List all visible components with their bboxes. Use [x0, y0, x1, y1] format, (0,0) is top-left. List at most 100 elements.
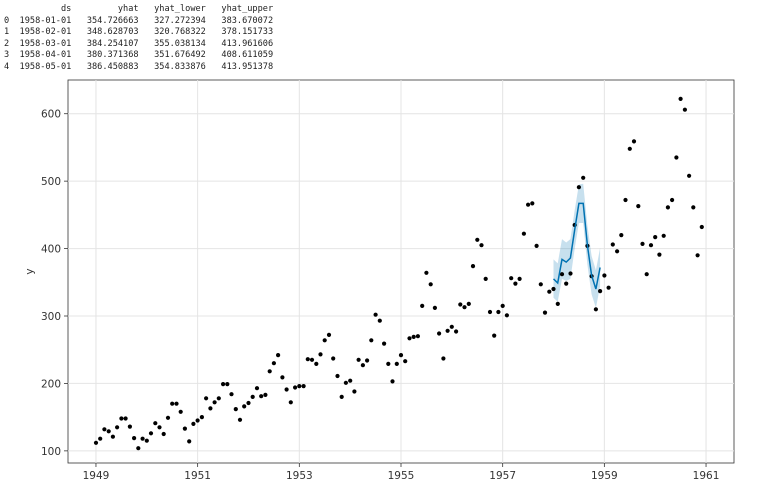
- data-point: [165, 415, 171, 420]
- data-point: [237, 417, 243, 422]
- data-point: [674, 155, 679, 160]
- forecast-line: [552, 202, 601, 290]
- data-point: [93, 440, 99, 445]
- row-index: 3: [4, 50, 10, 61]
- data-point: [373, 312, 378, 317]
- data-point: [309, 357, 315, 362]
- row-index: 0: [4, 15, 10, 26]
- data-point: [542, 310, 548, 315]
- table-row: 1 1958-02-01 348.628703 320.768322 378.1…: [4, 27, 273, 39]
- data-point: [242, 404, 247, 409]
- data-point: [699, 224, 704, 230]
- data-point: [343, 380, 348, 385]
- data-point: [509, 276, 514, 281]
- y-axis-label: y: [24, 268, 36, 274]
- data-point: [487, 309, 493, 315]
- data-point: [466, 301, 471, 306]
- data-point: [534, 243, 539, 248]
- data-point: [581, 175, 586, 180]
- data-point: [360, 363, 365, 368]
- data-point: [441, 356, 446, 361]
- data-point: [454, 329, 459, 334]
- y-tick-label: 400: [41, 244, 61, 256]
- uncertainty-interval: [553, 183, 601, 308]
- data-point: [449, 324, 454, 329]
- data-point: [627, 146, 632, 151]
- data-point: [576, 185, 582, 190]
- data-point: [678, 96, 683, 101]
- data-point: [390, 379, 395, 384]
- column-header: ds: [19, 4, 72, 14]
- data-point: [356, 357, 361, 362]
- column-header: yhat_upper: [216, 4, 274, 14]
- data-point: [602, 273, 607, 278]
- x-tick-label: 1953: [286, 470, 313, 482]
- data-point: [352, 389, 357, 394]
- data-point: [369, 338, 374, 343]
- x-tick-label: 1949: [83, 470, 110, 482]
- data-point: [526, 202, 531, 207]
- data-point: [653, 235, 658, 240]
- table-cell: 386.450883: [81, 61, 139, 72]
- data-point: [153, 421, 158, 426]
- table-cell: 354.833876: [148, 61, 206, 72]
- y-tick-label: 300: [41, 311, 61, 323]
- data-point: [606, 285, 611, 290]
- data-point: [437, 331, 442, 336]
- table-cell: 378.151733: [216, 27, 274, 38]
- data-point: [178, 409, 183, 414]
- data-point: [415, 334, 420, 339]
- data-point: [301, 384, 306, 389]
- data-point: [462, 305, 467, 310]
- data-point: [348, 378, 353, 383]
- data-point: [564, 281, 569, 286]
- data-point: [610, 242, 615, 247]
- data-point: [187, 439, 192, 444]
- forecast-dataframe: ds yhat yhat_lower yhat_upper 0 1958-01-0…: [4, 4, 273, 74]
- data-point: [657, 252, 662, 257]
- data-point: [276, 353, 281, 358]
- data-point: [280, 375, 285, 380]
- data-point: [687, 173, 692, 178]
- table-cell: 384.254107: [81, 38, 139, 49]
- data-point: [445, 328, 450, 333]
- x-tick-label: 1957: [489, 470, 516, 482]
- table-cell: 351.676492: [148, 50, 206, 61]
- table-cell: 1958-04-01: [19, 50, 72, 61]
- data-point: [682, 107, 688, 112]
- data-point: [458, 302, 463, 307]
- data-point: [127, 424, 132, 429]
- table-cell: 413.951378: [216, 61, 274, 72]
- row-index: 4: [4, 61, 10, 72]
- table-cell: 327.272394: [148, 15, 206, 26]
- table-row: 3 1958-04-01 380.371368 351.676492 408.6…: [4, 50, 273, 62]
- data-point: [119, 416, 124, 421]
- row-index: 1: [4, 27, 10, 38]
- y-tick-label: 500: [41, 176, 61, 188]
- data-point: [475, 237, 480, 242]
- data-point: [102, 427, 107, 432]
- table-cell: 355.038134: [148, 38, 206, 49]
- data-point: [517, 276, 522, 281]
- data-point: [636, 204, 641, 209]
- data-point: [208, 406, 213, 411]
- data-point: [318, 352, 323, 357]
- data-point: [174, 401, 179, 406]
- table-cell: 320.768322: [148, 27, 206, 38]
- data-point: [470, 264, 476, 269]
- data-point: [335, 373, 340, 379]
- data-point: [521, 231, 527, 236]
- observed-points: [93, 96, 704, 451]
- data-point: [424, 270, 429, 275]
- data-point: [182, 426, 187, 431]
- data-point: [293, 385, 298, 390]
- data-point: [144, 438, 149, 443]
- data-point: [123, 416, 128, 421]
- table-row: 4 1958-05-01 386.450883 354.833876 413.9…: [4, 62, 273, 74]
- data-point: [106, 429, 111, 434]
- data-point: [305, 357, 310, 362]
- table-cell: 408.611059: [216, 50, 274, 61]
- data-point: [648, 243, 654, 248]
- y-tick-label: 200: [41, 378, 61, 390]
- y-tick-label: 600: [41, 109, 61, 121]
